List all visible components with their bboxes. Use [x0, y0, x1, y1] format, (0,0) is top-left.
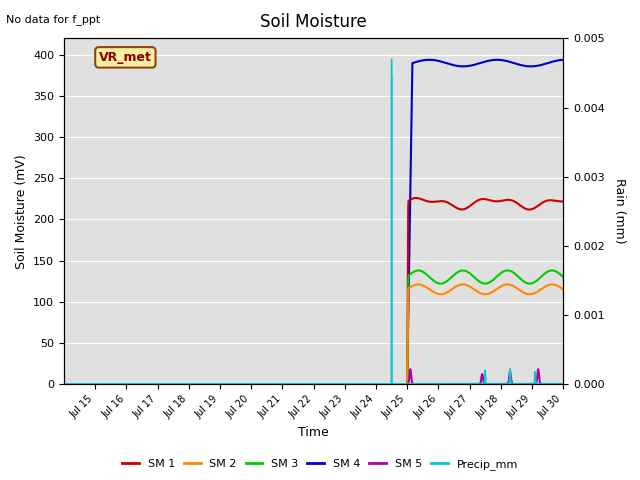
Text: VR_met: VR_met	[99, 51, 152, 64]
Legend: SM 1, SM 2, SM 3, SM 4, SM 5, Precip_mm: SM 1, SM 2, SM 3, SM 4, SM 5, Precip_mm	[118, 455, 522, 474]
X-axis label: Time: Time	[298, 426, 329, 439]
Y-axis label: Rain (mm): Rain (mm)	[612, 179, 625, 244]
Title: Soil Moisture: Soil Moisture	[260, 13, 367, 31]
Text: No data for f_ppt: No data for f_ppt	[6, 14, 100, 25]
Y-axis label: Soil Moisture (mV): Soil Moisture (mV)	[15, 154, 28, 269]
